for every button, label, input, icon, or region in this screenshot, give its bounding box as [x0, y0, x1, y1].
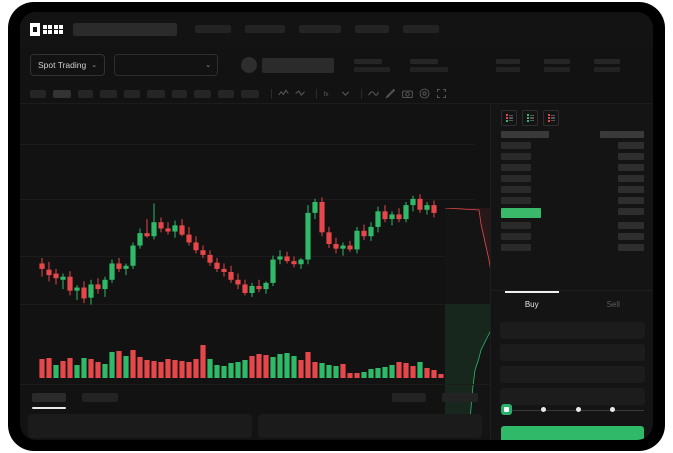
gridline	[20, 256, 475, 257]
slider-knob[interactable]	[501, 404, 512, 415]
nav-item-3[interactable]	[299, 25, 341, 33]
nav-item-4[interactable]	[355, 25, 389, 33]
timeframe-10[interactable]	[241, 89, 259, 98]
search-input[interactable]	[73, 22, 177, 36]
timeframe-6[interactable]	[147, 89, 165, 98]
orderbook-bids-icon[interactable]	[522, 110, 538, 126]
gridline	[20, 199, 475, 200]
slider-step-25[interactable]	[541, 407, 547, 412]
timeframe-7[interactable]	[172, 89, 187, 98]
timeframe-2[interactable]	[53, 89, 71, 98]
chevron-down-icon[interactable]	[339, 87, 352, 100]
tab-sell[interactable]: Sell	[606, 299, 620, 309]
slider-step-75[interactable]	[609, 407, 615, 412]
chevron-down-icon: ⌄	[91, 62, 98, 69]
orderbook-both-icon[interactable]	[501, 110, 517, 126]
okx-logo[interactable]	[30, 22, 63, 36]
nav-item-5[interactable]	[403, 25, 439, 33]
orderbook-row[interactable]	[501, 233, 644, 240]
timeframe-9[interactable]	[218, 89, 234, 98]
orderbook-last-price-row	[501, 208, 644, 218]
market-stat-5	[594, 58, 621, 72]
candlestick-series	[39, 194, 437, 305]
svg-text:fx: fx	[324, 91, 330, 98]
slider-step-50[interactable]	[575, 407, 581, 412]
market-sub-header: Spot Trading ⌄ ⌄	[20, 46, 653, 84]
timeframe-8[interactable]	[194, 89, 211, 98]
pencil-icon[interactable]	[384, 87, 397, 100]
settings-icon[interactable]	[418, 87, 431, 100]
camera-icon[interactable]	[401, 87, 414, 100]
market-type-selector[interactable]: Spot Trading ⌄	[30, 54, 106, 76]
chart-type-icon[interactable]	[277, 87, 290, 100]
orders-tab-bar	[20, 384, 490, 410]
orderbook-row[interactable]	[501, 197, 644, 204]
order-form-fields	[491, 316, 653, 410]
orderbook-row[interactable]	[501, 142, 644, 149]
submit-order-button[interactable]	[501, 426, 644, 440]
fullscreen-icon[interactable]	[435, 87, 448, 100]
timeframe-4[interactable]	[100, 89, 117, 98]
timeframe-1[interactable]	[30, 89, 46, 98]
orderbook-row[interactable]	[501, 175, 644, 182]
chevron-down-icon: ⌄	[205, 62, 212, 69]
toolbar-divider	[316, 88, 317, 99]
order-amount-field[interactable]	[500, 344, 645, 361]
orderbook-view-toggles	[491, 104, 653, 126]
nav-item-1[interactable]	[195, 25, 231, 33]
gridline	[20, 144, 475, 145]
bottom-panels	[20, 410, 490, 440]
app-screen: Spot Trading ⌄ ⌄	[20, 12, 653, 440]
amount-percent-slider[interactable]	[491, 404, 653, 415]
order-total-field[interactable]	[500, 366, 645, 383]
bottom-panel-2[interactable]	[258, 414, 482, 438]
order-price-field[interactable]	[500, 322, 645, 339]
toolbar-divider	[271, 88, 272, 99]
order-extra-field[interactable]	[500, 388, 645, 405]
chart-toolbar: fx	[20, 84, 653, 104]
market-stat-1	[354, 58, 391, 72]
order-side-tabs: Buy Sell	[491, 290, 653, 317]
pair-name	[262, 57, 335, 73]
indicator-icon[interactable]	[294, 87, 307, 100]
tab-open-orders[interactable]	[32, 393, 66, 409]
pair-avatar	[241, 57, 258, 73]
line-tool-icon[interactable]	[367, 87, 380, 100]
toolbar-divider	[361, 88, 362, 99]
market-stat-3	[496, 58, 521, 72]
orderbook-row[interactable]	[501, 186, 644, 193]
market-stat-4	[544, 58, 571, 72]
orders-action-1[interactable]	[392, 393, 426, 402]
top-navigation-bar	[20, 12, 653, 46]
compare-icon[interactable]: fx	[322, 87, 335, 100]
orderbook-row[interactable]	[501, 222, 644, 229]
orderbook-row[interactable]	[501, 244, 644, 251]
market-type-label: Spot Trading	[38, 60, 87, 70]
orderbook-rows[interactable]	[491, 126, 653, 251]
timeframe-5[interactable]	[124, 89, 140, 98]
price-chart-panel[interactable]	[20, 104, 501, 434]
orders-action-2[interactable]	[442, 393, 478, 402]
tab-buy[interactable]: Buy	[491, 291, 573, 317]
volume-series	[39, 345, 451, 378]
gridline	[20, 304, 475, 305]
orderbook-row[interactable]	[501, 153, 644, 160]
timeframe-3[interactable]	[78, 89, 93, 98]
orderbook-row[interactable]	[501, 164, 644, 171]
pair-selector[interactable]: ⌄	[114, 54, 219, 76]
orderbook-trade-panel: Buy Sell	[490, 104, 653, 440]
bottom-panel-1[interactable]	[28, 414, 252, 438]
orderbook-header-row	[501, 131, 644, 138]
nav-item-2[interactable]	[245, 25, 285, 33]
market-stat-2	[410, 58, 449, 72]
tab-order-history[interactable]	[82, 393, 118, 402]
orderbook-asks-icon[interactable]	[543, 110, 559, 126]
